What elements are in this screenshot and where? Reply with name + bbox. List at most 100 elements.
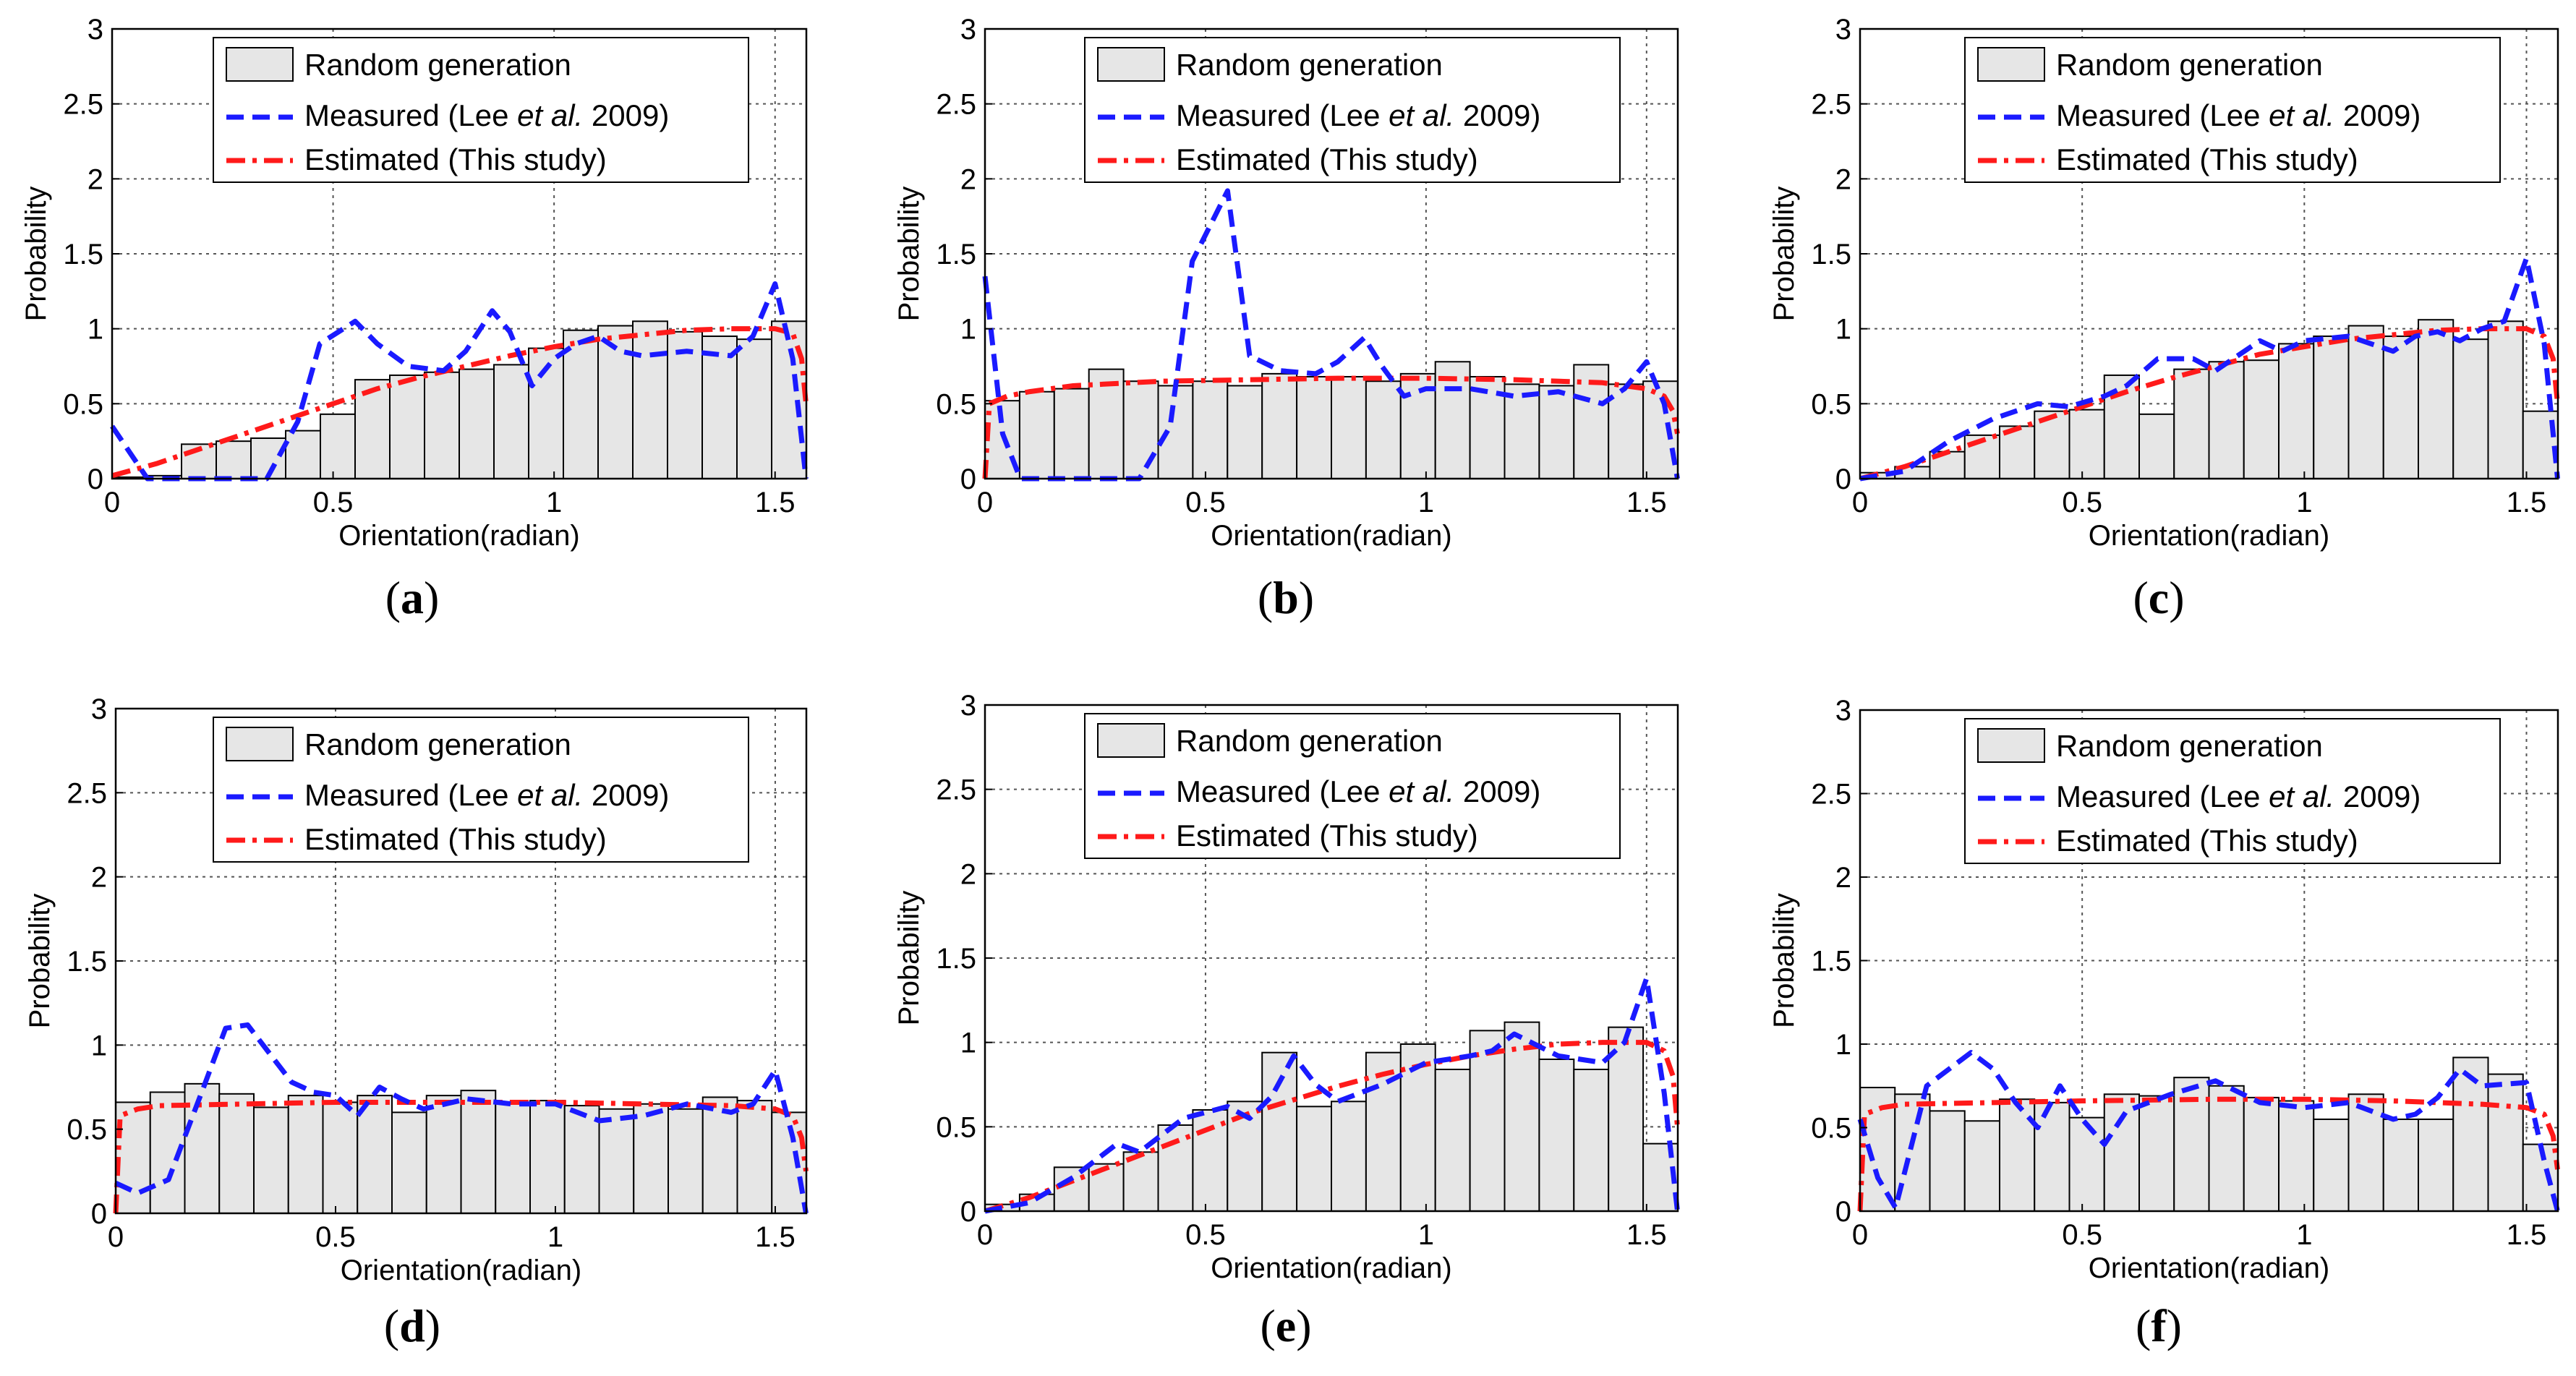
y-tick-label: 0 xyxy=(88,463,103,495)
histogram-bar xyxy=(1227,385,1263,479)
x-tick-label: 0.5 xyxy=(315,1221,356,1253)
legend-random-label: Random generation xyxy=(2056,48,2323,82)
y-tick-label: 1.5 xyxy=(1811,946,1851,978)
histogram-bar xyxy=(1434,1069,1471,1212)
legend-box xyxy=(1084,713,1621,859)
y-tick-label: 2.5 xyxy=(1811,89,1851,121)
estimated-series-line xyxy=(982,375,1680,479)
y-tick-label: 2.5 xyxy=(936,774,976,806)
histogram-bar xyxy=(668,1108,704,1215)
x-axis-label: Orientation(radian) xyxy=(338,520,580,552)
histogram-bar xyxy=(1192,380,1229,479)
chart-panel-f: 0 0.5 1 1.5 0 0.5 1 1.5 2 2.5 3 Orientation(radian)… xyxy=(1768,695,2560,1351)
histogram-bar xyxy=(2208,1085,2245,1212)
histogram-bar xyxy=(2103,1093,2140,1213)
histogram-bar xyxy=(1122,380,1159,479)
histogram-bar xyxy=(216,440,252,480)
histogram-bar xyxy=(2068,409,2105,479)
x-axis-label: Orientation(radian) xyxy=(2089,1252,2330,1284)
panel-caption: (f) xyxy=(2136,1300,2182,1351)
y-tick-label: 0 xyxy=(1835,1196,1851,1228)
histogram-bar xyxy=(1608,1026,1645,1212)
legend-bar-swatch xyxy=(226,727,294,761)
estimated-series-line xyxy=(984,1040,1680,1214)
y-tick-label: 3 xyxy=(1835,14,1851,46)
x-tick-label: 1 xyxy=(2296,487,2312,518)
histogram-bar xyxy=(322,1101,359,1214)
y-axis-label: Probability xyxy=(1768,187,1800,322)
x-tick-label: 1.5 xyxy=(2507,1219,2547,1251)
legend-estimated-label: Estimated (This study) xyxy=(2056,142,2358,176)
histogram-bar xyxy=(632,320,668,479)
measured-series-line xyxy=(114,1022,809,1214)
legend-bar-swatch xyxy=(1977,47,2045,82)
y-axis-label: Probability xyxy=(893,891,925,1026)
legend-measured-label: Measured (Lee et al. 2009) xyxy=(304,778,669,812)
legend-estimated-label: Estimated (This study) xyxy=(2056,824,2358,858)
y-tick-label: 2 xyxy=(88,163,103,195)
histogram-bar xyxy=(2382,336,2419,479)
chart-panel-c: 0 0.5 1 1.5 0 0.5 1 1.5 2 2.5 3 Orientation(radian)… xyxy=(1768,14,2560,623)
histogram-bar xyxy=(1504,1021,1540,1212)
legend-estimated-label: Estimated (This study) xyxy=(304,822,607,856)
estimated-series-line xyxy=(113,1099,809,1214)
y-tick-label: 2.5 xyxy=(1811,779,1851,811)
histogram-bar xyxy=(563,329,599,479)
y-tick-label: 2 xyxy=(960,163,976,195)
histogram-bar xyxy=(2034,1101,2070,1212)
y-tick-label: 1 xyxy=(960,314,976,346)
x-tick-label: 0.5 xyxy=(2062,1219,2102,1251)
x-axis-label: Orientation(radian) xyxy=(341,1255,582,1286)
legend: Random generation Measured (Lee et al. 20… xyxy=(213,717,749,863)
histogram-bar xyxy=(389,374,425,479)
histogram-bar xyxy=(2243,359,2279,479)
y-tick-label: 0.5 xyxy=(936,388,976,420)
histogram-bar xyxy=(701,1096,738,1214)
legend-measured-label: Measured (Lee et al. 2009) xyxy=(304,98,669,132)
histogram-bar xyxy=(285,430,321,479)
y-tick-label: 1 xyxy=(1835,314,1851,346)
histogram-bar xyxy=(425,1095,462,1214)
histogram-bar xyxy=(1929,1110,1966,1213)
histogram-bar xyxy=(563,1105,600,1215)
legend-measured-label: Measured (Lee et al. 2009) xyxy=(2056,779,2421,813)
x-tick-label: 0 xyxy=(104,487,120,518)
panel-caption: (a) xyxy=(385,572,440,623)
x-tick-label: 0.5 xyxy=(2062,487,2102,518)
measured-series-line xyxy=(110,281,809,482)
y-tick-label: 3 xyxy=(1835,695,1851,727)
histogram-bar xyxy=(1053,1166,1090,1213)
histogram-bar xyxy=(253,1106,289,1215)
histogram-bar xyxy=(2313,1118,2350,1212)
histogram-bar xyxy=(218,1093,255,1214)
legend: Random generation Measured (Lee et al. 20… xyxy=(1084,37,1621,183)
x-axis-label: Orientation(radian) xyxy=(1211,520,1452,552)
legend-random-label: Random generation xyxy=(1176,48,1443,82)
legend-estimated-label: Estimated (This study) xyxy=(304,142,607,176)
panel-caption: (b) xyxy=(1258,572,1314,623)
histogram-bar xyxy=(2487,320,2524,479)
histogram-bar xyxy=(354,379,391,479)
estimated-series-line xyxy=(1857,1096,2560,1212)
y-tick-label: 0.5 xyxy=(63,388,103,420)
x-tick-label: 0 xyxy=(1852,1219,1868,1251)
histogram-bar xyxy=(1434,361,1471,479)
legend-bar-swatch xyxy=(1097,47,1165,82)
histogram-bar xyxy=(2278,1100,2315,1213)
histogram-bar xyxy=(2347,325,2384,479)
legend-bar-swatch xyxy=(1977,728,2045,763)
histogram-bar xyxy=(115,1101,151,1214)
y-tick-label: 0 xyxy=(1835,463,1851,495)
x-axis-label: Orientation(radian) xyxy=(1211,1252,1452,1284)
y-tick-label: 1 xyxy=(1835,1029,1851,1061)
y-axis-label: Probability xyxy=(893,187,925,322)
y-tick-label: 0 xyxy=(91,1198,107,1230)
y-tick-label: 2 xyxy=(91,862,107,894)
histogram-bar xyxy=(701,336,738,479)
legend-box xyxy=(1084,37,1621,183)
histogram-bar xyxy=(1296,1106,1332,1213)
x-tick-label: 1 xyxy=(547,1221,563,1253)
histogram-bar xyxy=(391,1111,427,1215)
x-tick-label: 1 xyxy=(1418,1219,1434,1251)
